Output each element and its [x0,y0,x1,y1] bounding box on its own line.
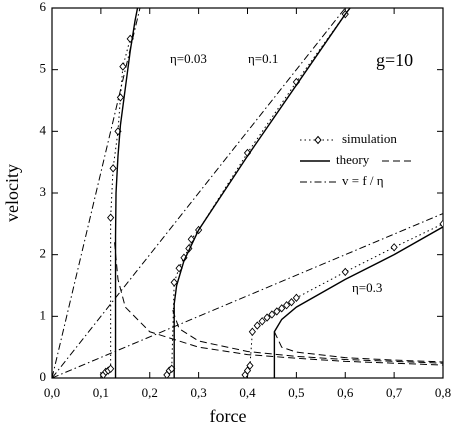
marker [243,366,252,375]
marker [187,235,195,244]
marker [292,293,300,303]
y-axis-label: velocity [2,164,22,222]
x-tick-label: 0,4 [239,385,256,400]
curve [244,223,443,376]
marker [246,361,254,370]
y-tick-label: 6 [40,0,47,14]
curve [172,310,443,364]
marker [287,297,296,307]
curve [114,242,443,366]
marker [119,62,127,71]
marker [107,364,115,373]
curve [166,13,346,376]
x-tick-label: 0,7 [386,385,403,400]
annotation: η=0.1 [248,51,278,66]
legend-marker [314,135,322,145]
y-tick-label: 4 [40,122,47,137]
curve [52,8,346,378]
x-tick-label: 0,3 [191,385,207,400]
marker [278,304,286,313]
marker [390,243,398,252]
legend-label: theory [336,152,370,167]
marker [268,310,276,319]
y-tick-label: 2 [40,246,47,261]
x-tick-label: 0,1 [93,385,109,400]
curve [52,8,141,378]
marker [170,278,178,287]
marker [253,321,261,330]
x-tick-label: 0,2 [142,385,158,400]
x-tick-label: 0,6 [337,385,354,400]
marker [263,313,271,322]
marker [341,267,349,277]
x-axis-label: force [210,406,247,426]
x-tick-label: 0,0 [44,385,60,400]
annotation: η=0.3 [352,280,382,295]
y-tick-label: 0 [40,369,47,384]
curve [114,8,139,378]
legend-label: simulation [342,131,397,146]
y-tick-label: 3 [40,184,47,199]
curve [102,38,131,376]
curve [273,226,443,378]
curve [52,213,443,378]
x-tick-label: 0,8 [435,385,451,400]
x-tick-label: 0,5 [288,385,304,400]
legend-label: v = f / η [342,173,384,188]
y-tick-label: 1 [40,307,47,322]
marker [107,213,115,222]
annotation: g=10 [376,50,413,70]
marker [439,219,443,229]
marker [248,327,256,336]
plot-area [52,8,443,378]
marker [283,301,291,310]
annotation: η=0.03 [170,51,207,66]
curve [173,8,351,378]
marker [273,307,281,316]
curve [273,331,443,363]
marker [109,164,117,173]
y-tick-label: 5 [40,61,47,76]
marker [258,317,266,326]
